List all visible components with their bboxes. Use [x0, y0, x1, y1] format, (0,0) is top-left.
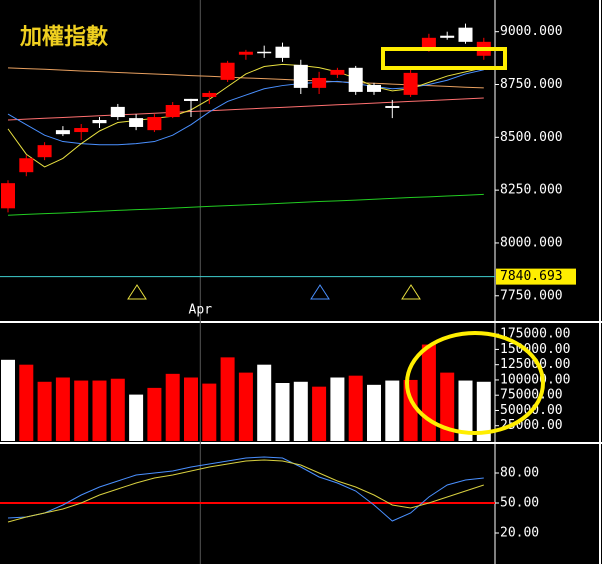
candle-body	[348, 67, 363, 92]
volume-bar	[458, 380, 473, 441]
candle-body	[92, 120, 107, 124]
volume-bar	[92, 380, 107, 441]
candle-body	[110, 106, 125, 118]
volume-bar	[421, 344, 436, 441]
volume-bar	[238, 372, 253, 441]
volume-bar	[440, 372, 455, 441]
plot-layer: 9000.000 8750.000 8500.000 8250.000 8000.000…	[0, 0, 576, 564]
volume-bar	[312, 386, 327, 441]
x-tick-label: Apr	[189, 303, 213, 318]
y-tick-label: 150000.00	[500, 342, 570, 357]
candle-body	[55, 130, 70, 135]
last-price-box	[496, 268, 576, 285]
candle-body	[293, 64, 308, 88]
y-tick-label: 20.00	[500, 526, 539, 541]
y-tick-label: 75000.00	[500, 388, 563, 403]
candle-body	[147, 117, 162, 131]
volume-bar	[220, 357, 235, 441]
volume-bar	[147, 387, 162, 441]
candle-body	[238, 51, 253, 55]
y-tick-label: 7750.000	[500, 288, 563, 303]
candle-body	[1, 183, 15, 209]
candle-body	[184, 98, 198, 101]
signal-triangle	[127, 284, 147, 300]
indicator-line	[7, 459, 484, 523]
candle-body	[367, 84, 381, 92]
candle-body	[403, 72, 418, 95]
candle-body	[421, 37, 436, 50]
volume-bar	[37, 381, 52, 441]
volume-bar	[348, 375, 363, 441]
volume-bar	[293, 381, 308, 441]
highlight-ellipse	[405, 331, 545, 435]
indicator-line	[7, 456, 484, 522]
y-tick-label: 80.00	[500, 466, 539, 481]
volume-bar	[184, 377, 198, 441]
y-tick-label: 50.00	[500, 496, 539, 511]
y-tick-label: 100000.00	[500, 372, 570, 387]
volume-bar	[19, 364, 34, 441]
chart-title: 加權指數	[19, 24, 108, 50]
volume-bar	[275, 383, 290, 441]
y-tick-label: 8500.000	[500, 130, 563, 145]
volume-bar	[55, 377, 70, 441]
candle-body	[275, 46, 290, 58]
highlight-box	[381, 47, 507, 70]
candle-body	[19, 158, 34, 173]
candle-body	[458, 27, 473, 42]
volume-bar	[165, 373, 180, 441]
volume-bar	[367, 384, 381, 441]
volume-bar	[74, 380, 89, 441]
y-tick-label: 8000.000	[500, 235, 563, 250]
volume-bar	[1, 359, 15, 441]
volume-bar	[257, 364, 272, 441]
signal-triangle	[310, 284, 330, 300]
volume-bar	[385, 380, 400, 441]
volume-bar	[330, 377, 345, 441]
candle-body	[202, 92, 217, 97]
y-tick-label: 125000.00	[500, 357, 570, 372]
y-tick-label: 8750.000	[500, 77, 563, 92]
signal-triangle	[401, 284, 421, 300]
y-tick-label: 175000.00	[500, 327, 570, 342]
candle-body	[74, 128, 89, 133]
candle-body	[129, 118, 144, 127]
candle-body	[37, 145, 52, 158]
indicator-line	[7, 193, 484, 216]
y-tick-label: 9000.000	[500, 24, 563, 39]
volume-bar	[202, 383, 217, 441]
candle-body	[220, 62, 235, 80]
candle-body	[440, 35, 455, 38]
indicator-line	[7, 97, 484, 121]
candle-body	[330, 69, 345, 75]
last-price-label: 7840.693	[500, 269, 563, 284]
candle-body	[165, 105, 180, 118]
candle-body	[257, 51, 272, 54]
candle-body	[312, 77, 327, 88]
volume-bar	[110, 378, 125, 441]
volume-bar	[476, 381, 491, 441]
volume-bar	[129, 394, 144, 441]
y-tick-label: 8250.000	[500, 183, 563, 198]
candle-body	[385, 106, 400, 108]
